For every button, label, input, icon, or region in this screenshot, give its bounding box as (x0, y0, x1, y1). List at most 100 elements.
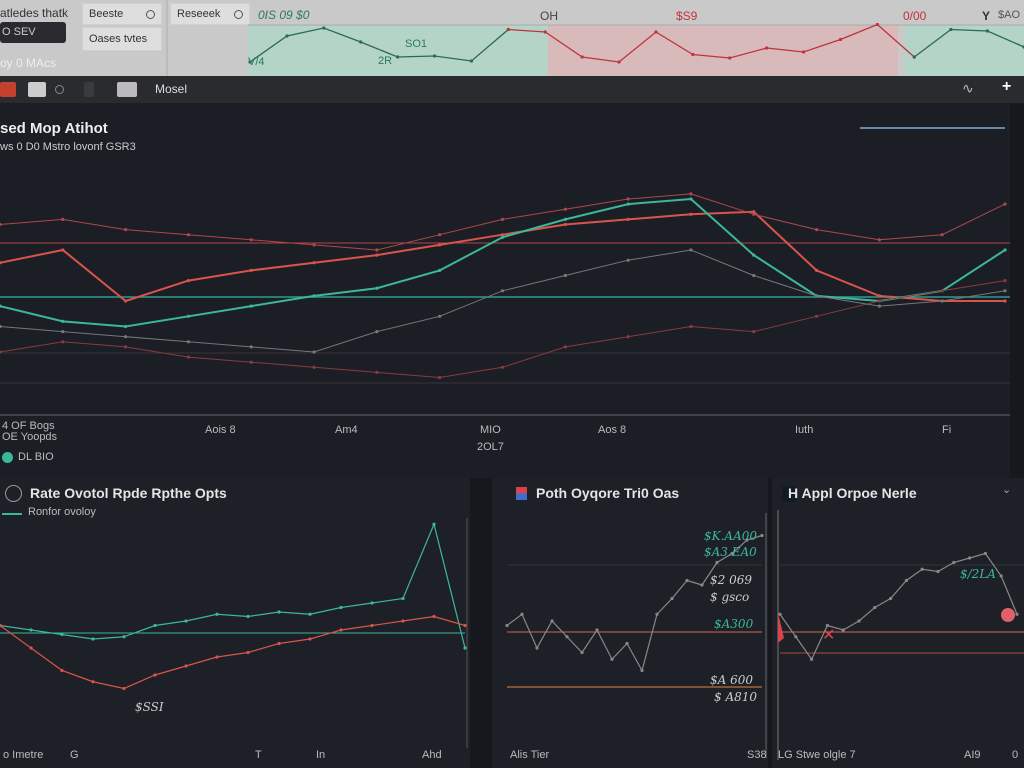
data-point (375, 248, 379, 252)
data-point (60, 668, 64, 673)
data-point (728, 56, 732, 60)
data-point (359, 40, 363, 44)
data-point (760, 533, 764, 538)
data-point (277, 641, 281, 646)
wave-icon[interactable]: ∿ (962, 80, 974, 96)
data-point (825, 623, 829, 628)
green-area (905, 25, 1024, 76)
data-point (877, 299, 881, 303)
filter-button[interactable]: Oases tvtes (82, 27, 162, 51)
main-series-line (0, 210, 1005, 303)
data-point (61, 340, 65, 344)
data-point (565, 635, 569, 639)
panel-3: H Appl Orpoe Nerle ⌄ ✕ $/2LA LG Stwe olg… (772, 478, 1024, 768)
top-series-red (508, 23, 915, 63)
panel-series-line (0, 615, 466, 690)
cross-marker-icon: ✕ (822, 627, 835, 644)
data-point (691, 52, 695, 57)
data-point (814, 228, 819, 232)
data-point (312, 294, 316, 298)
y-caption-1: 4 OF Bogs (2, 420, 55, 432)
data-point (285, 34, 289, 38)
data-point (249, 268, 253, 272)
data-point (375, 253, 379, 257)
data-point (375, 330, 379, 334)
red-tab-icon[interactable] (0, 82, 16, 97)
data-point (153, 673, 157, 677)
circle-icon[interactable] (55, 85, 64, 94)
top-series-green (249, 27, 509, 63)
data-point (500, 217, 505, 221)
data-point (60, 632, 64, 637)
x-tick: Ahd (422, 749, 442, 761)
data-point (339, 628, 343, 632)
data-point (580, 650, 584, 655)
data-point (1015, 612, 1019, 616)
data-point (401, 619, 405, 623)
main-chart-panel: sed Mop Atihot ws 0 D0 Mstro lovonf GSR3… (0, 103, 1010, 478)
data-point (752, 253, 756, 257)
data-point (689, 324, 693, 329)
data-point (841, 628, 845, 632)
data-point (124, 228, 128, 232)
data-point (469, 59, 474, 63)
data-point (626, 202, 630, 206)
model-label[interactable]: Mosel (155, 82, 188, 96)
research-text: Reseeek (177, 8, 221, 20)
data-point (184, 664, 188, 668)
legend-item[interactable]: DL BIO (2, 451, 54, 463)
data-point (889, 596, 893, 601)
data-point (432, 614, 436, 619)
data-point (563, 217, 567, 221)
data-point (794, 635, 798, 639)
legend-label: Ronfor ovoloy (28, 506, 96, 518)
data-point (186, 355, 191, 359)
left-title: atledes thatk (0, 6, 69, 20)
data-point (122, 635, 126, 639)
data-point (920, 567, 924, 571)
data-point (912, 55, 916, 59)
grid-icon[interactable] (84, 82, 94, 97)
data-point (752, 212, 756, 216)
red-area (548, 25, 898, 76)
window-icon[interactable] (117, 82, 137, 97)
chevron-down-icon[interactable]: ⌄ (1002, 484, 1012, 496)
dark-button[interactable]: O SEV (0, 22, 66, 43)
main-series-line (0, 193, 1006, 251)
search-icon (146, 10, 155, 19)
data-point (249, 238, 253, 242)
data-point (983, 551, 987, 556)
top-chart (248, 22, 1024, 76)
x-tick: Aos 8 (598, 424, 627, 436)
y-caption-2: OE Yoopds (2, 431, 58, 443)
chart-label: Y (982, 9, 991, 23)
data-point (1003, 299, 1007, 303)
data-point (543, 30, 547, 34)
data-point (814, 294, 819, 298)
data-point (396, 55, 400, 59)
value-label: $A300 (714, 617, 754, 631)
data-point (877, 294, 881, 298)
main-series-line (0, 280, 1006, 379)
data-point (563, 273, 567, 278)
research-input[interactable]: Reseeek (170, 3, 250, 25)
app-icon (782, 486, 796, 502)
search-input[interactable]: Beeste (82, 3, 162, 25)
data-point (814, 314, 819, 318)
data-point (626, 217, 630, 221)
data-point (312, 365, 316, 369)
data-point (438, 314, 442, 318)
x-tick: AI9 (964, 749, 981, 761)
value-label: $SSI (135, 700, 164, 714)
x-tick: 0 (1012, 749, 1019, 761)
data-point (249, 304, 253, 308)
data-point (610, 657, 614, 661)
data-point (153, 623, 157, 628)
minus-icon[interactable] (28, 82, 46, 97)
data-point (438, 233, 442, 237)
divider (166, 0, 168, 76)
data-point (626, 335, 630, 339)
data-point (505, 623, 509, 628)
target-icon (5, 485, 22, 502)
plus-icon[interactable]: + (1002, 78, 1012, 95)
